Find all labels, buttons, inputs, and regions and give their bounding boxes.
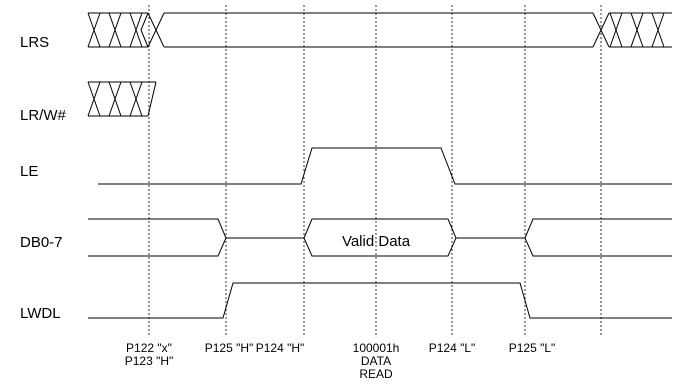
signal-label-lrw: LR/W# — [20, 107, 67, 124]
step-labels: P122 "x" P123 "H" P125 "H" P124 "H" 100001h D… — [125, 341, 556, 381]
db-waveform — [88, 218, 672, 257]
bus-value-label: Valid Data — [342, 233, 411, 250]
timing-guides — [148, 5, 602, 335]
step-label: P122 "x" P123 "H" — [125, 341, 174, 368]
step-label-line: DATA — [361, 354, 391, 368]
signal-label-db: DB0-7 — [20, 234, 63, 251]
step-label: P124 "H" — [256, 341, 305, 355]
step-label-line: READ — [359, 367, 393, 381]
step-label: P125 "L" — [509, 341, 556, 355]
step-label-line: P122 "x" — [126, 341, 172, 355]
step-label: P124 "L" — [429, 341, 476, 355]
step-label-line: P124 "H" — [256, 341, 305, 355]
step-label: 100001h DATA READ — [353, 341, 400, 381]
step-label: P125 "H" — [205, 341, 254, 355]
step-label-line: P125 "H" — [205, 341, 254, 355]
lwdl-waveform — [88, 282, 672, 319]
step-label-line: P124 "L" — [429, 341, 476, 355]
step-label-line: P123 "H" — [125, 354, 174, 368]
lrs-waveform — [87, 12, 672, 48]
step-label-line: 100001h — [353, 341, 400, 355]
lrw-waveform — [87, 81, 157, 117]
signal-label-lrs: LRS — [20, 34, 49, 51]
step-label-line: P125 "L" — [509, 341, 556, 355]
le-waveform — [98, 147, 672, 185]
signal-label-lwdl: LWDL — [20, 305, 61, 322]
signal-label-le: LE — [20, 163, 38, 180]
